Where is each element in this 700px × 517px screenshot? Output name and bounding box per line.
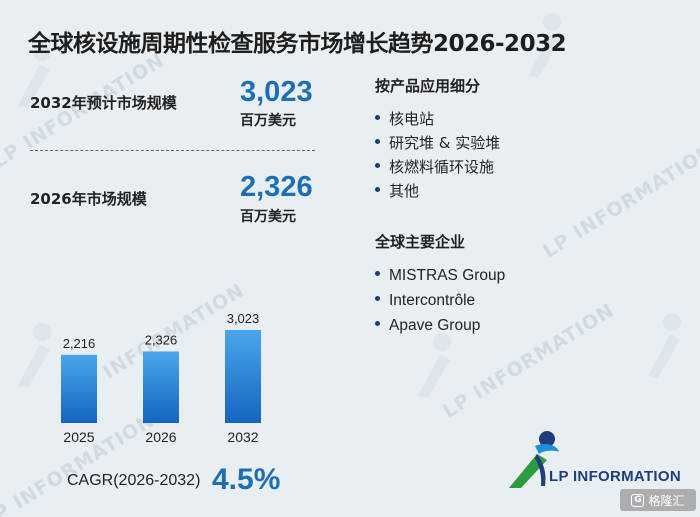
data-label-2025: 2,216 bbox=[63, 336, 96, 351]
badge-text: 格隆汇 bbox=[648, 493, 685, 508]
g-icon: G bbox=[631, 493, 645, 507]
data-label-2026: 2,326 bbox=[145, 332, 178, 347]
divider bbox=[30, 150, 315, 151]
segment-item: 核燃料循环设施 bbox=[375, 155, 500, 179]
bullet-icon bbox=[375, 139, 380, 144]
segment-item: 核电站 bbox=[375, 107, 500, 131]
cagr-value: 4.5% bbox=[212, 463, 281, 496]
bullet-icon bbox=[375, 163, 380, 168]
stat-value-2032: 3,023 bbox=[240, 76, 313, 108]
bullet-icon bbox=[375, 271, 380, 276]
data-label-2032: 3,023 bbox=[227, 311, 260, 326]
lp-information-logo-icon bbox=[509, 431, 559, 488]
segment-item: 研究堆 & 实验堆 bbox=[375, 131, 500, 155]
watermark-logo-icon bbox=[18, 43, 51, 108]
bar-2025 bbox=[61, 354, 97, 423]
bullet-icon bbox=[375, 321, 380, 326]
company-item: Intercontrôle bbox=[375, 288, 505, 313]
company-item: Apave Group bbox=[375, 313, 505, 338]
x-tick-label-2026: 2026 bbox=[145, 429, 176, 445]
segment-item: 其他 bbox=[375, 179, 500, 203]
x-tick-label-2032: 2032 bbox=[227, 429, 258, 445]
stat-unit-2026: 百万美元 bbox=[240, 209, 296, 225]
logo-text: LP INFORMATION bbox=[549, 468, 681, 485]
bars-group: 2,216 2025 2,326 2026 3,023 2032 bbox=[61, 311, 261, 445]
page-title: 全球核设施周期性检查服务市场增长趋势2026-2032 bbox=[28, 31, 567, 57]
companies-title: 全球主要企业 bbox=[375, 233, 466, 251]
bullet-icon bbox=[375, 296, 380, 301]
watermark-logo-icon bbox=[528, 13, 561, 78]
cagr-label: CAGR(2026-2032) bbox=[67, 472, 201, 489]
bar-2032 bbox=[225, 330, 261, 423]
segments-title: 按产品应用细分 bbox=[375, 77, 481, 95]
stat-label-2026: 2026年市场规模 bbox=[30, 190, 147, 208]
bar-2026 bbox=[143, 351, 179, 423]
x-tick-label-2025: 2025 bbox=[63, 429, 94, 445]
watermark-logo-icon bbox=[18, 323, 51, 388]
bullet-icon bbox=[375, 187, 380, 192]
stat-value-2026: 2,326 bbox=[240, 171, 313, 203]
company-item: MISTRAS Group bbox=[375, 263, 505, 288]
bullet-icon bbox=[375, 115, 380, 120]
stat-unit-2032: 百万美元 bbox=[240, 113, 296, 129]
segments-list: 核电站 研究堆 & 实验堆 核燃料循环设施 其他 bbox=[375, 107, 500, 203]
watermark-logo-icon bbox=[648, 313, 681, 378]
stat-label-2032: 2032年预计市场规模 bbox=[30, 94, 177, 112]
watermark-logo-icon bbox=[418, 333, 451, 398]
source-badge: G 格隆汇 bbox=[620, 489, 696, 511]
companies-list: MISTRAS Group Intercontrôle Apave Group bbox=[375, 263, 505, 338]
